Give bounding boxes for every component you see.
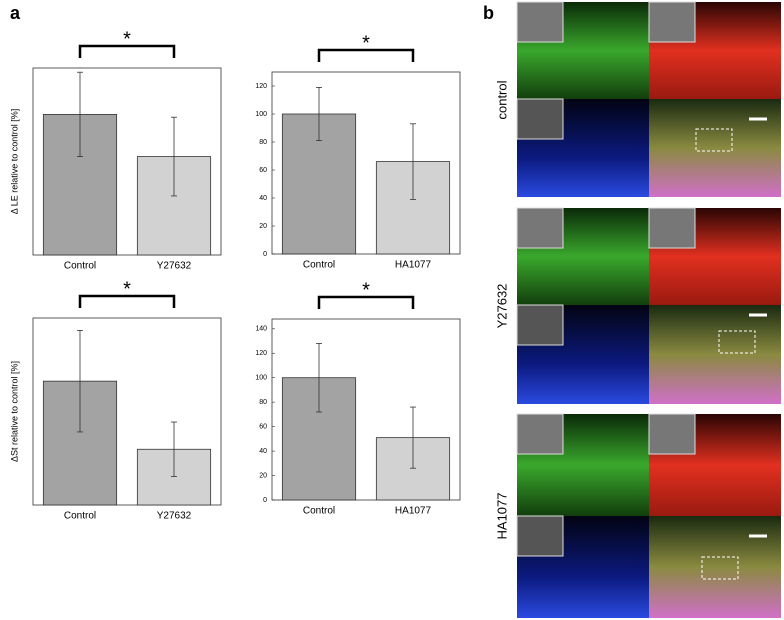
- panel-label: b: [483, 3, 494, 23]
- y-tick-label: 100: [255, 375, 267, 382]
- y-axis-label: Δ LE relative to control [%]: [9, 109, 19, 215]
- y-tick-label: 0: [263, 497, 267, 504]
- row-label: control: [494, 80, 509, 119]
- significance-star: *: [123, 28, 131, 50]
- significance-bracket: [317, 48, 415, 62]
- significance-bracket: [78, 44, 176, 58]
- x-tick-label: Control: [303, 506, 335, 517]
- significance-bracket: [78, 294, 176, 308]
- x-tick-label: HA1077: [395, 506, 432, 517]
- y-tick-label: 120: [255, 350, 267, 357]
- x-tick-label: Control: [303, 260, 335, 271]
- micrographs: [516, 1, 781, 618]
- y-tick-label: 80: [259, 139, 267, 146]
- y-tick-label: 140: [255, 326, 267, 333]
- y-tick-label: 80: [259, 399, 267, 406]
- y-tick-label: 40: [259, 448, 267, 455]
- x-tick-label: Y27632: [157, 511, 192, 522]
- significance-star: *: [362, 32, 370, 54]
- x-tick-label: Y27632: [157, 261, 192, 272]
- panel-label: a: [10, 3, 21, 23]
- block: [516, 413, 781, 618]
- y-tick-label: 20: [259, 472, 267, 479]
- row-label: Y27632: [494, 284, 509, 329]
- block: [516, 1, 781, 197]
- x-tick-label: HA1077: [395, 260, 432, 271]
- y-axis-label: ΔSt relative to control [%]: [9, 361, 19, 462]
- significance-star: *: [123, 278, 131, 300]
- y-tick-label: 20: [259, 223, 267, 230]
- y-tick-label: 60: [259, 167, 267, 174]
- x-tick-label: Control: [64, 511, 96, 522]
- block: [516, 207, 781, 404]
- y-tick-label: 0: [263, 251, 267, 258]
- x-tick-label: Control: [64, 261, 96, 272]
- y-tick-label: 100: [255, 111, 267, 118]
- row-label: HA1077: [494, 493, 509, 540]
- y-tick-label: 60: [259, 423, 267, 430]
- significance-star: *: [362, 279, 370, 301]
- significance-bracket: [317, 295, 415, 309]
- y-tick-label: 40: [259, 195, 267, 202]
- y-tick-label: 120: [255, 83, 267, 90]
